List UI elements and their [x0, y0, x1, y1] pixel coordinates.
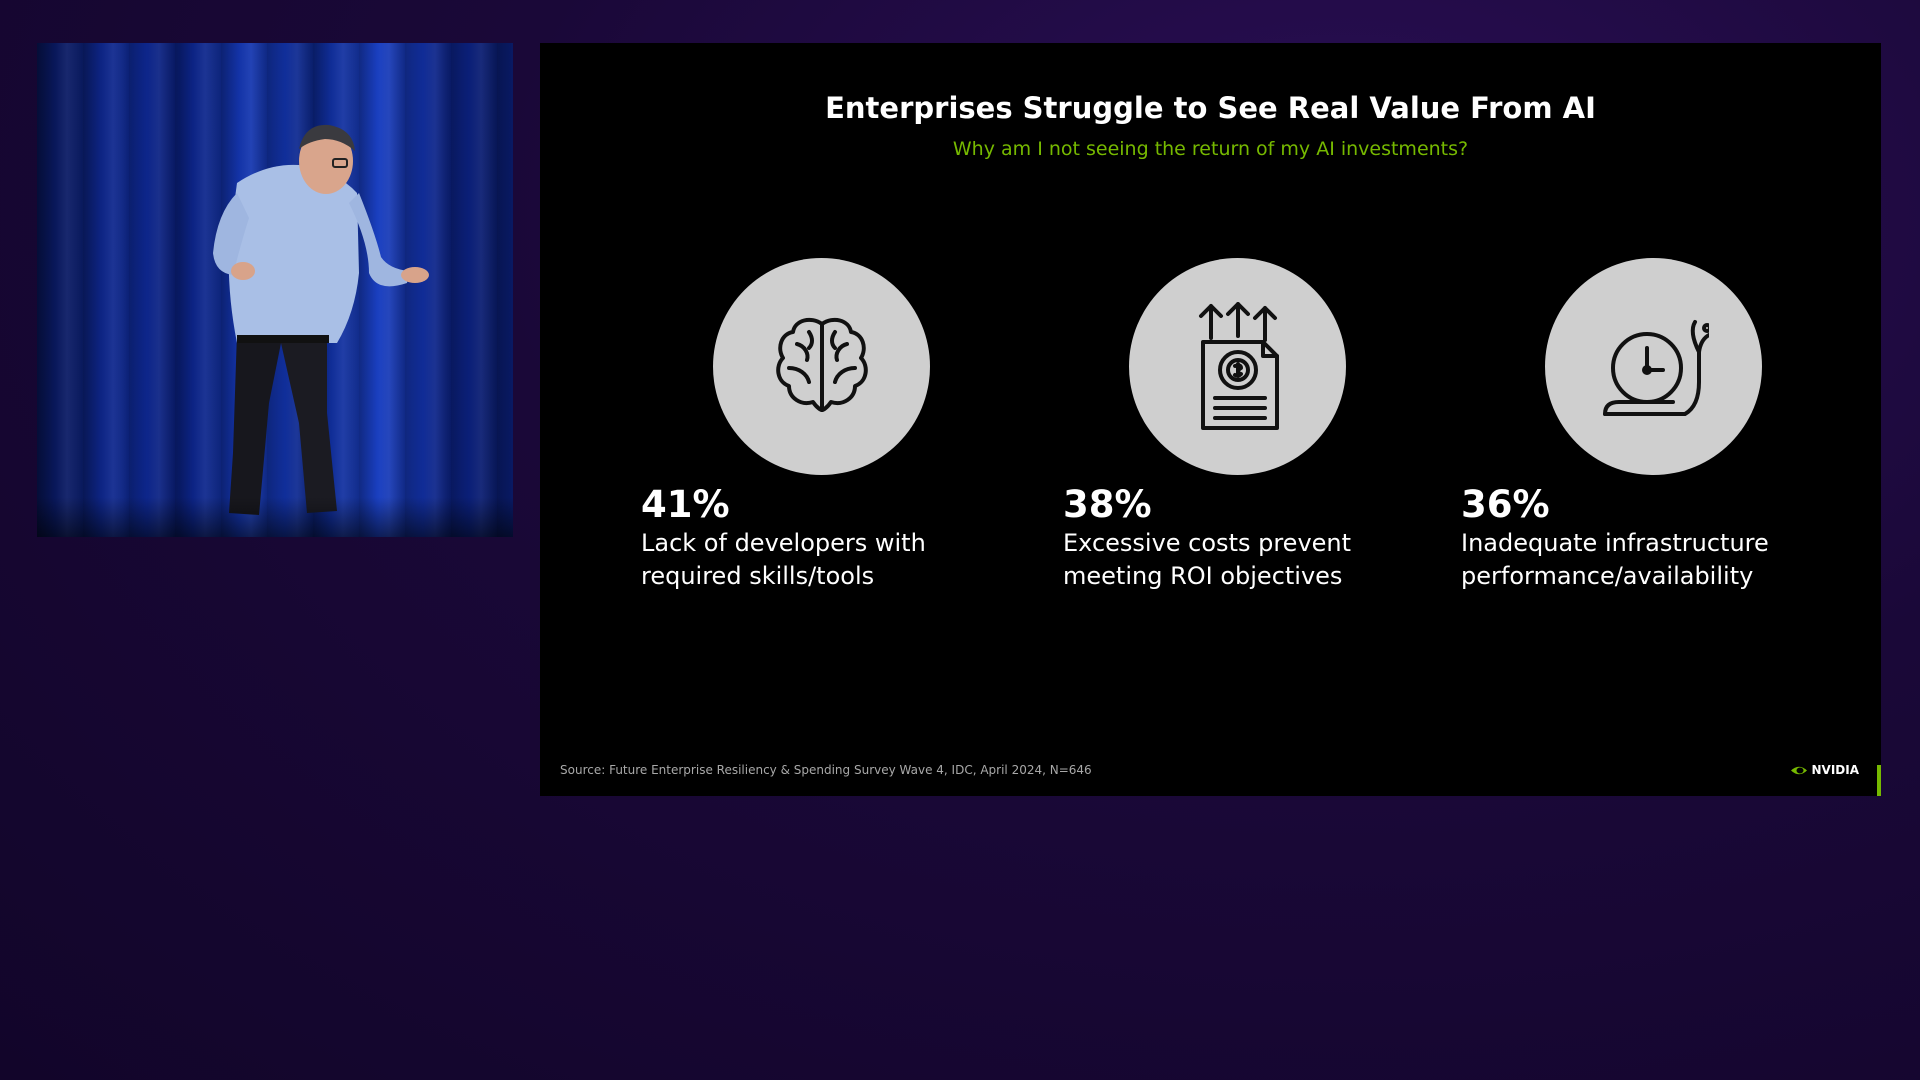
stage-floor [37, 497, 513, 537]
stat-block: 38% Excessive costs prevent meeting ROI … [1063, 483, 1393, 593]
brain-icon [775, 317, 868, 412]
accent-bar [1877, 765, 1881, 796]
brand-name: NVIDIA [1811, 763, 1859, 777]
stat-label: Excessive costs prevent meeting ROI obje… [1063, 529, 1352, 590]
stat-block: 36% Inadequate infrastructure performanc… [1461, 483, 1791, 593]
stat-block: 41% Lack of developers with required ski… [641, 483, 971, 593]
cost-report-icon [1198, 301, 1279, 430]
clock-snail-icon [1602, 319, 1709, 416]
stat-icon-circle [1129, 258, 1346, 475]
stat-label: Lack of developers with required skills/… [641, 529, 926, 590]
stat-value: 38% [1063, 483, 1152, 526]
stat-icon-circle [713, 258, 930, 475]
slide-source-note: Source: Future Enterprise Resiliency & S… [560, 763, 1092, 777]
slide-title: Enterprises Struggle to See Real Value F… [825, 91, 1596, 125]
slide-subtitle: Why am I not seeing the return of my AI … [952, 138, 1469, 160]
nvidia-logo: NVIDIA [1790, 763, 1859, 777]
speaker-video-feed [37, 43, 513, 537]
stat-icon-circle [1545, 258, 1762, 475]
stat-value: 41% [641, 483, 730, 526]
stat-label: Inadequate infrastructure performance/av… [1461, 529, 1769, 590]
speaker-figure [213, 124, 429, 515]
presentation-slide: Enterprises Struggle to See Real Value F… [540, 43, 1881, 796]
stat-value: 36% [1461, 483, 1550, 526]
nvidia-eye-icon [1791, 766, 1808, 774]
